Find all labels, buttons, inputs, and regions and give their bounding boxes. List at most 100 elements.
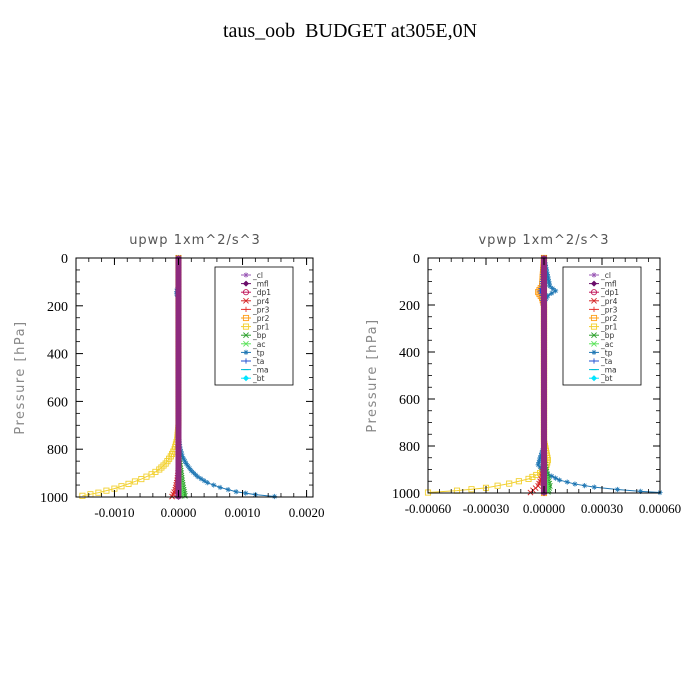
data-point [243,490,249,496]
legend-marker [591,358,597,364]
legend-marker [242,314,250,322]
legend-label: _pr4 [600,297,618,306]
legend-label: _pr2 [600,314,618,323]
x-tick-label: 0.00060 [639,501,681,516]
data-point [175,376,182,379]
data-point [506,480,513,487]
data-point [541,319,547,323]
data-point [175,471,182,475]
data-point [541,465,547,469]
data-point [541,385,547,389]
data-point [536,457,543,463]
legend-marker [590,314,598,322]
data-point [160,462,167,469]
data-point [541,275,547,279]
data-point [175,340,182,344]
series-pr1 [79,254,182,499]
y-tick-label: 200 [47,300,68,315]
legend-marker [591,332,597,339]
legend-marker [591,297,597,304]
data-point [545,274,551,280]
legend-marker [590,323,598,330]
data-point [541,301,547,305]
data-point [175,450,182,454]
data-point [198,476,204,482]
data-point [175,483,182,487]
data-point [175,297,182,301]
data-point [175,266,182,270]
y-tick-label: 400 [399,346,420,361]
legend-label: _ac [252,340,265,349]
data-point [175,414,182,418]
data-point [541,402,547,406]
data-point [158,464,165,471]
data-point [188,468,194,474]
data-point [541,444,547,448]
data-point [175,287,182,291]
data-point [175,430,182,434]
legend: _cl_mfl_dp1_pr4_pr3_pr2_pr1_bp_ac_tp_ta_… [562,266,642,386]
data-point [175,426,182,430]
data-point [175,435,182,439]
data-point [175,311,182,315]
data-point [175,488,182,492]
data-point [175,409,182,413]
legend-label: _tp [600,348,613,357]
data-point [175,344,182,348]
data-point [541,348,547,352]
data-point [175,445,182,449]
data-point [175,328,182,332]
legend-label: _mfl [600,280,617,289]
data-point [541,350,547,354]
data-point [541,268,547,272]
data-point [138,476,145,483]
legend-marker [243,349,249,355]
data-point [541,421,547,424]
data-point [175,407,182,411]
data-point [175,342,182,346]
data-point [175,309,182,313]
data-point [175,473,182,477]
data-point [175,289,182,293]
legend: _cl_mfl_dp1_pr4_pr3_pr2_pr1_bp_ac_tp_ta_… [214,266,294,386]
data-point [204,480,210,486]
data-point [541,284,547,288]
data-point [533,471,540,479]
data-point [175,330,182,334]
legend-label: _cl [252,271,263,280]
data-point [175,263,182,267]
data-point [541,475,547,479]
data-point [564,479,570,485]
data-point [175,318,182,322]
data-point [541,416,547,420]
data-point [175,423,182,427]
data-point [175,352,182,356]
data-point [175,440,182,444]
data-point [175,476,182,480]
data-point [541,282,547,286]
data-point [175,459,182,463]
data-point [190,470,197,476]
legend-label: _dp1 [600,288,619,297]
y-tick-label: 200 [399,299,420,314]
data-point [162,460,169,467]
legend-label: _dp1 [252,288,271,297]
data-point [541,406,547,410]
data-point [175,387,182,391]
data-point [175,397,182,401]
data-point [541,376,547,380]
data-point [541,312,547,316]
data-point [175,442,182,446]
data-point [175,404,182,408]
data-point [515,478,522,485]
legend-marker [242,280,250,287]
legend-marker [591,306,597,312]
x-tick-label: 0.00030 [581,501,623,516]
data-point [549,473,555,479]
legend-marker [590,375,598,382]
legend-label: _bt [252,374,265,383]
x-tick-label: 0.0000 [161,505,197,520]
data-point [541,263,547,267]
data-point [541,331,547,335]
